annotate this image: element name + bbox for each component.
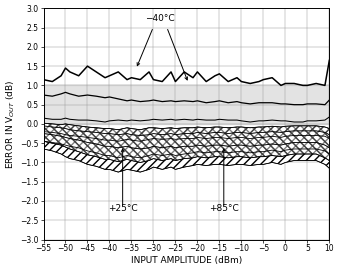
Y-axis label: ERROR IN V$_{OUT}$ (dB): ERROR IN V$_{OUT}$ (dB) [5,79,17,169]
Text: +85°C: +85°C [209,204,239,212]
Text: +25°C: +25°C [108,204,137,212]
Bar [43,85,329,124]
X-axis label: INPUT AMPLITUDE (dBm): INPUT AMPLITUDE (dBm) [131,256,242,265]
Text: −40°C: −40°C [145,14,175,23]
